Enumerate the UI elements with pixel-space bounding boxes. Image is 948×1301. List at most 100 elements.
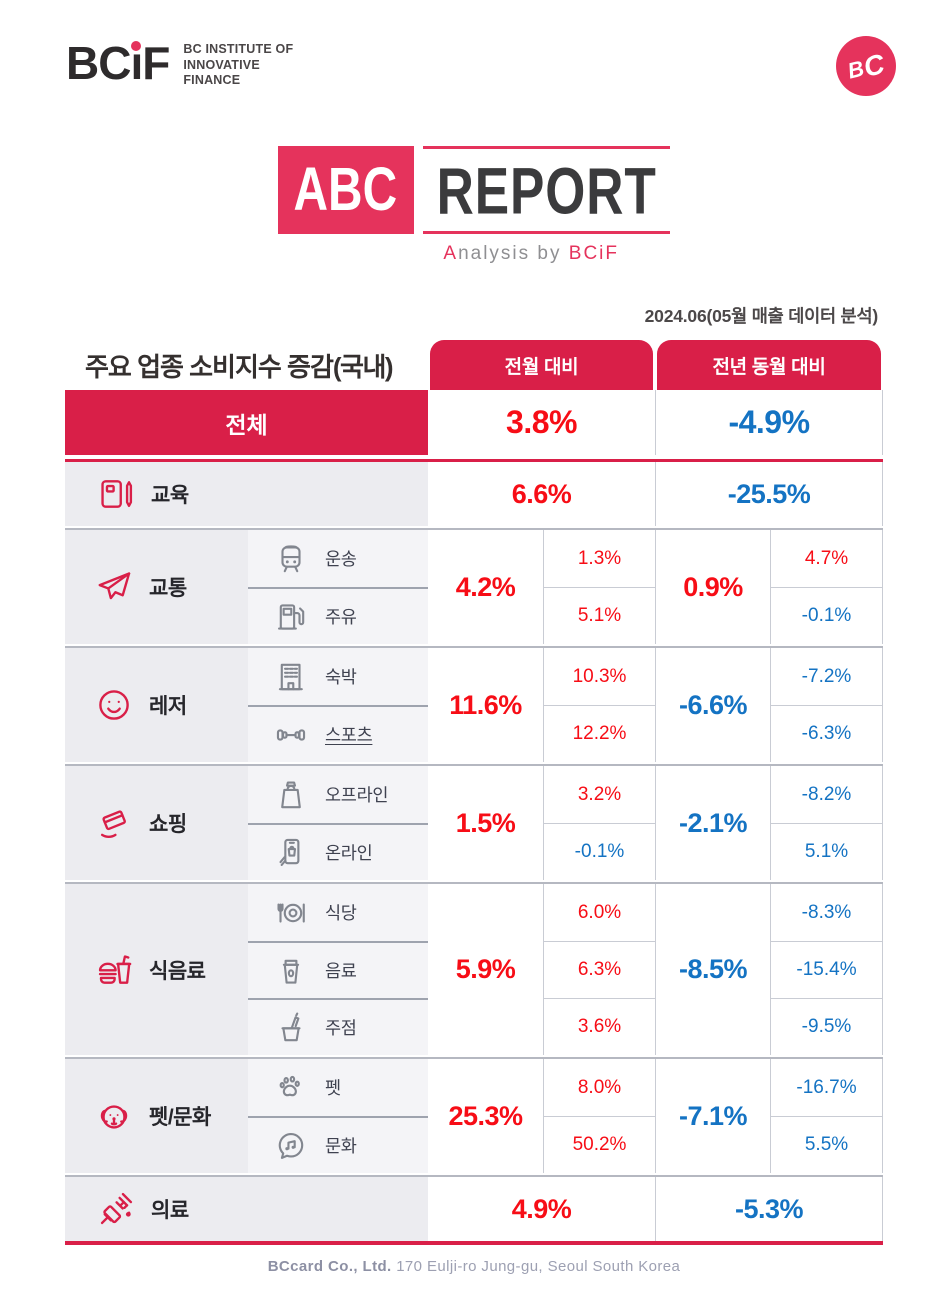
music-bubble-icon <box>274 1129 308 1163</box>
mom-sub-value: -0.1% <box>543 823 655 880</box>
yoy-sub-value: 4.7% <box>770 530 883 587</box>
paw-icon <box>274 1071 308 1105</box>
subcategory-cell: 식당 <box>248 884 428 941</box>
abc-report-wordmark: ABC REPORT <box>277 146 671 234</box>
subcategory-cell: 음료 <box>248 941 428 998</box>
smiley-icon <box>95 686 133 724</box>
category-label: 쇼핑 <box>149 813 187 836</box>
footer-company: BCcard Co., Ltd. <box>267 1258 392 1275</box>
total-label-cell: 전체 <box>65 390 428 455</box>
subcategory-label: 온라인 <box>325 843 373 863</box>
bcif-subtitle-line1: BC INSTITUTE OF <box>183 42 294 56</box>
subcategory-cell: 운송 <box>248 530 428 587</box>
dumbbell-icon <box>274 718 308 752</box>
bcif-i-stem: ı <box>130 37 143 90</box>
total-row: 전체 3.8% -4.9% <box>65 390 883 455</box>
abc-logo-box: ABC <box>277 146 414 234</box>
mom-value: 6.6% <box>511 478 572 509</box>
bcif-wordmark-i: ı <box>130 37 143 90</box>
subcategory-cell: 숙박 <box>248 648 428 705</box>
report-logo-box: REPORT <box>422 146 671 234</box>
book-pencil-icon <box>97 475 135 513</box>
category-row-2: 레저 숙박 스포츠 11.6% 10.3% 12.2% -6.6% -7.2% -6.3% <box>65 646 883 762</box>
mom-sub-value: 50.2% <box>543 1116 655 1173</box>
yoy-sub-value: -0.1% <box>770 587 883 644</box>
category-cell: 펫/문화 <box>65 1059 248 1173</box>
category-label: 식음료 <box>149 959 206 983</box>
subcategory-label: 숙박 <box>325 667 357 687</box>
yoy-main-value: -2.1% <box>655 766 770 880</box>
yoy-sub-value: 5.5% <box>770 1116 883 1173</box>
subcategory-cell: 주유 <box>248 587 428 644</box>
wine-bucket-icon <box>274 1011 308 1045</box>
mom-sub-value: 6.3% <box>543 941 655 998</box>
train-icon <box>274 542 308 576</box>
bcif-wordmark-f: F <box>142 37 170 90</box>
yoy-main-value: -8.5% <box>655 884 770 1055</box>
total-mom-value: 3.8% <box>506 404 577 440</box>
report-text: REPORT <box>436 152 657 228</box>
yoy-sub-value: 5.1% <box>770 823 883 880</box>
bcif-logo: BC ı F BC INSTITUTE OF INNOVATIVE FINANCE <box>66 38 293 89</box>
consumption-index-table: 주요 업종 소비지수 증감 (국내) 전월 대비 전년 동월 대비 전체 3.8%… <box>65 340 883 1245</box>
table-header: 주요 업종 소비지수 증감 (국내) 전월 대비 전년 동월 대비 <box>65 340 883 390</box>
tagline: Analysis by BCiF <box>329 243 619 265</box>
mom-sub-value: 10.3% <box>543 648 655 705</box>
category-label: 교육 <box>151 484 189 507</box>
subcategory-cell: 주점 <box>248 998 428 1055</box>
plate-cutlery-icon <box>274 896 308 930</box>
mom-sub-value: 12.2% <box>543 705 655 762</box>
cup-icon <box>274 954 308 988</box>
tagline-a: A <box>443 243 459 264</box>
burger-drink-icon <box>95 951 133 989</box>
category-row-5: 펫/문화 펫 문화 25.3% 8.0% 50.2% -7.1% -16.7% 5.5% <box>65 1057 883 1173</box>
column-header-yoy: 전년 동월 대비 <box>657 340 881 390</box>
mom-main-value: 25.3% <box>448 1100 523 1131</box>
category-label: 의료 <box>151 1199 189 1222</box>
bcif-wordmark: BC ı F <box>66 37 170 90</box>
category-cell: 교통 <box>65 530 248 644</box>
subcategory-label: 문화 <box>325 1136 357 1156</box>
table-bottom-rule <box>65 1241 883 1245</box>
subcategory-label: 주유 <box>325 607 357 627</box>
subcategory-cell: 오프라인 <box>248 766 428 823</box>
bcif-subtitle-line3: FINANCE <box>183 73 241 88</box>
subcategory-label: 오프라인 <box>325 785 389 805</box>
category-cell: 교육 <box>65 462 428 526</box>
yoy-sub-value: -9.5% <box>770 998 883 1055</box>
airplane-icon <box>95 568 133 606</box>
mom-main-value: 5.9% <box>455 954 516 984</box>
subcategory-cell: 온라인 <box>248 823 428 880</box>
subcategory-label: 음료 <box>325 961 357 981</box>
yoy-main-value: -6.6% <box>655 648 770 762</box>
fuel-pump-icon <box>274 600 308 634</box>
category-cell: 의료 <box>65 1177 428 1241</box>
category-label: 교통 <box>149 577 187 600</box>
yoy-value: -5.3% <box>655 1177 883 1241</box>
yoy-sub-value: -15.4% <box>770 941 883 998</box>
mom-main-value: 11.6% <box>449 689 522 720</box>
category-cell: 쇼핑 <box>65 766 248 880</box>
column-header-mom: 전월 대비 <box>430 340 653 390</box>
subcategory-cell: 펫 <box>248 1059 428 1116</box>
subcategory-label: 스포츠 <box>325 725 373 745</box>
yoy-value: -25.5% <box>655 462 883 526</box>
date-note: 2024.06(05월 매출 데이터 분석) <box>644 306 879 326</box>
bcif-subtitle: BC INSTITUTE OF INNOVATIVE FINANCE <box>183 38 293 89</box>
total-yoy-value: -4.9% <box>655 390 883 455</box>
building-icon <box>274 660 308 694</box>
bcif-wordmark-bc: BC <box>66 37 131 90</box>
mom-sub-value: 6.0% <box>543 884 655 941</box>
table-title-main: 주요 업종 소비지수 증감 <box>85 351 334 382</box>
tagline-mid: nalysis by <box>458 243 569 264</box>
yoy-sub-value: -6.3% <box>770 705 883 762</box>
category-row-4: 식음료 식당 음료 주점 5.9% 6.0% 6.3% 3.6% -8.5% -8.3% -15.4… <box>65 882 883 1055</box>
mom-sub-value: 8.0% <box>543 1059 655 1116</box>
mom-sub-value: 3.2% <box>543 766 655 823</box>
shopping-bag-icon <box>274 778 308 812</box>
category-row-1: 교통 운송 주유 4.2% 1.3% 5.1% 0.9% 4.7% -0.1% <box>65 528 883 644</box>
yoy-sub-value: -16.7% <box>770 1059 883 1116</box>
mom-sub-value: 1.3% <box>543 530 655 587</box>
